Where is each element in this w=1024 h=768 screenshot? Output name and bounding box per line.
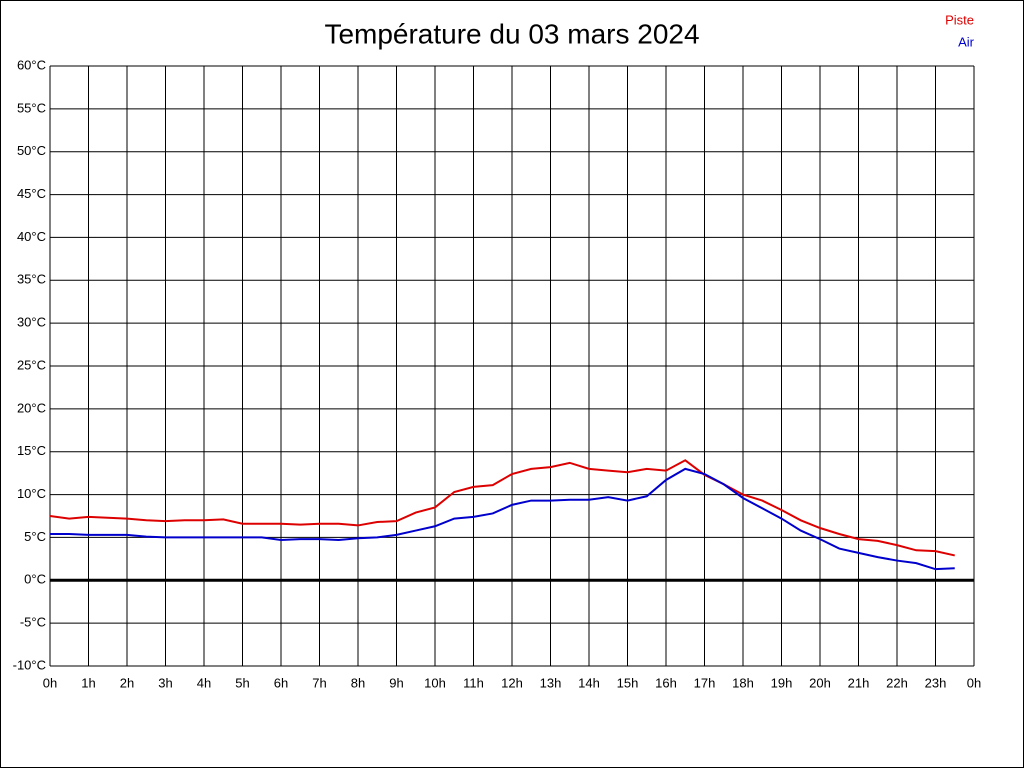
x-tick-label: 22h — [886, 675, 908, 690]
x-tick-label: 11h — [463, 675, 484, 690]
x-tick-label: 21h — [848, 675, 870, 690]
legend-label: Air — [958, 34, 975, 49]
y-tick-label: 55°C — [17, 100, 46, 115]
chart-title: Température du 03 mars 2024 — [324, 18, 699, 49]
y-tick-label: -5°C — [20, 615, 46, 630]
x-tick-label: 12h — [501, 675, 523, 690]
y-tick-label: 5°C — [24, 529, 46, 544]
y-tick-label: 50°C — [17, 143, 46, 158]
x-tick-label: 0h — [967, 675, 981, 690]
x-tick-label: 16h — [655, 675, 677, 690]
series-line — [50, 467, 955, 571]
y-tick-label: 10°C — [17, 486, 46, 501]
x-tick-label: 17h — [694, 675, 716, 690]
x-tick-label: 2h — [120, 675, 134, 690]
y-tick-label: 40°C — [17, 229, 46, 244]
x-tick-label: 13h — [540, 675, 562, 690]
x-tick-label: 23h — [925, 675, 947, 690]
x-tick-label: 7h — [312, 675, 326, 690]
x-tick-label: 18h — [732, 675, 754, 690]
y-tick-label: 15°C — [17, 443, 46, 458]
x-tick-label: 9h — [389, 675, 403, 690]
y-tick-label: 30°C — [17, 315, 46, 330]
x-tick-label: 3h — [158, 675, 172, 690]
y-tick-label: 25°C — [17, 357, 46, 372]
series-line — [49, 459, 955, 557]
x-tick-label: 5h — [235, 675, 249, 690]
x-tick-label: 1h — [81, 675, 95, 690]
x-tick-label: 20h — [809, 675, 831, 690]
x-tick-label: 15h — [617, 675, 639, 690]
y-tick-label: -10°C — [13, 657, 46, 672]
x-tick-label: 19h — [771, 675, 793, 690]
y-tick-label: 35°C — [17, 272, 46, 287]
y-tick-label: 0°C — [24, 572, 46, 587]
legend-label: Piste — [945, 12, 974, 27]
x-tick-label: 0h — [43, 675, 57, 690]
y-tick-label: 20°C — [17, 400, 46, 415]
x-tick-label: 6h — [274, 675, 288, 690]
x-tick-label: 10h — [424, 675, 446, 690]
y-tick-label: 45°C — [17, 186, 46, 201]
y-tick-label: 60°C — [17, 57, 46, 72]
x-tick-label: 4h — [197, 675, 211, 690]
x-tick-label: 8h — [351, 675, 365, 690]
x-tick-label: 14h — [578, 675, 600, 690]
